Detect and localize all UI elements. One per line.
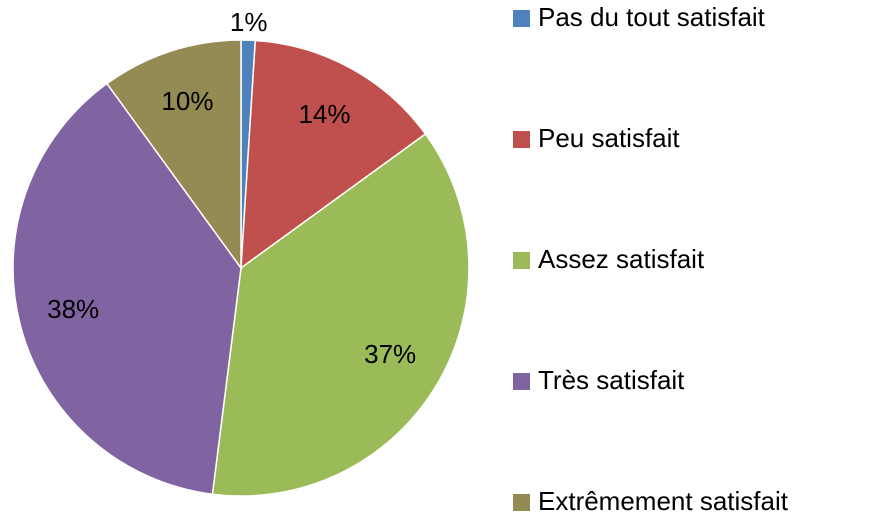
pie-slice: [240, 39, 427, 270]
pie-slice: [105, 39, 242, 271]
data-label: 10%: [161, 86, 213, 116]
legend-label: Extrêmement satisfait: [538, 486, 789, 516]
legend-swatch: [513, 131, 530, 148]
data-label: 1%: [230, 7, 268, 37]
data-label: 38%: [47, 294, 99, 324]
legend-label: Assez satisfait: [538, 244, 705, 274]
legend-label: Peu satisfait: [538, 123, 680, 153]
legend-swatch: [513, 252, 530, 269]
pie-slice: [12, 82, 242, 496]
legend-swatch: [513, 10, 530, 27]
legend-swatch: [513, 373, 530, 390]
pie-slice: [211, 132, 470, 497]
data-label: 14%: [298, 99, 350, 129]
legend-swatch: [513, 494, 530, 511]
legend-label: Pas du tout satisfait: [538, 2, 766, 32]
legend-label: Très satisfait: [538, 365, 685, 395]
data-label: 37%: [364, 339, 416, 369]
